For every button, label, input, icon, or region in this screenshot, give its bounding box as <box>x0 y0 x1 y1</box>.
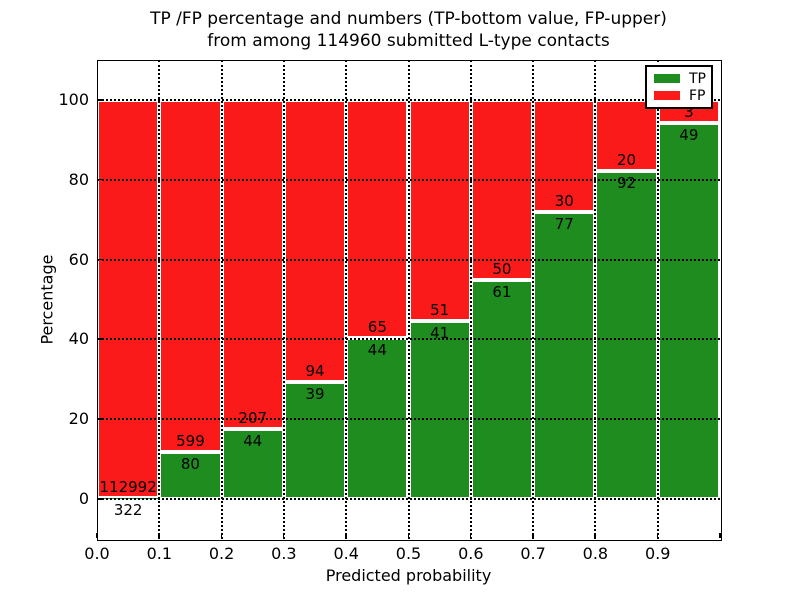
tp-bar-segment-4 <box>346 337 409 500</box>
tp-bar-segment-2 <box>221 429 284 500</box>
x-tick-label-2: 0.2 <box>208 544 235 563</box>
fp-bar-segment-6 <box>470 99 534 280</box>
fp-count-label-1: 599 <box>176 432 205 451</box>
fp-count-label-9: 3 <box>684 102 694 121</box>
tp-bar-segment-1 <box>159 452 222 500</box>
y-axis-label: Percentage <box>37 254 57 345</box>
x-tick-label-6: 0.6 <box>458 544 484 563</box>
tp-count-label-9: 49 <box>679 125 699 144</box>
fp-count-label-2: 207 <box>238 409 268 428</box>
legend-entry-tp: TP <box>654 70 706 87</box>
fp-bar-segment-3 <box>283 99 347 383</box>
fp-count-label-6: 50 <box>492 259 512 278</box>
y-tickmark-80 <box>98 178 103 181</box>
fp-bar-segment-5 <box>408 99 471 322</box>
y-tickmark-60 <box>98 258 103 261</box>
x-tick-label-0: 0.0 <box>84 544 110 563</box>
x-tick-label-5: 0.5 <box>395 544 422 563</box>
tp-count-label-5: 41 <box>430 324 450 343</box>
y-tick-label-100: 100 <box>58 89 89 109</box>
x-tickmark-2 <box>220 533 223 538</box>
chart-title: TP /FP percentage and numbers (TP-bottom… <box>97 8 720 52</box>
x-tickmark-7 <box>532 533 534 538</box>
tp-bar-segment-6 <box>470 279 534 500</box>
tp-count-label-2: 44 <box>243 432 263 451</box>
fp-bar-segment-8 <box>595 99 658 172</box>
chart-title-line1: TP /FP percentage and numbers (TP-bottom… <box>150 9 667 29</box>
x-axis-label: Predicted probability <box>325 566 492 585</box>
x-tickmark-8 <box>594 533 596 538</box>
legend-entry-fp: FP <box>654 87 706 104</box>
legend-label-fp: FP <box>689 87 706 104</box>
y-tickmark-40 <box>98 338 103 340</box>
x-tick-label-4: 0.4 <box>333 544 359 563</box>
x-tickmark-1 <box>158 533 160 538</box>
tp-count-label-0: 322 <box>113 500 143 519</box>
tp-count-label-3: 39 <box>305 385 325 404</box>
x-tick-label-3: 0.3 <box>271 544 297 563</box>
fp-count-label-4: 65 <box>367 317 387 336</box>
y-tick-label-40: 40 <box>68 329 89 349</box>
x-tick-label-1: 0.1 <box>146 544 173 563</box>
y-tick-label-80: 80 <box>68 169 89 189</box>
tp-count-label-8: 92 <box>617 174 637 193</box>
fp-count-label-5: 51 <box>430 301 450 320</box>
y-tick-label-60: 60 <box>68 249 89 269</box>
x-tickmark-5 <box>407 533 410 538</box>
legend-swatch-fp <box>654 91 680 100</box>
x-tick-label-9: 0.9 <box>644 544 671 563</box>
tp-bar-segment-0 <box>97 497 160 500</box>
fp-bar-segment-4 <box>346 99 409 338</box>
y-tickmark-100 <box>98 98 103 101</box>
tp-count-label-1: 80 <box>180 455 200 474</box>
y-tickmark-20 <box>98 418 103 420</box>
fp-count-label-3: 94 <box>305 362 325 381</box>
x-tick-label-8: 0.8 <box>582 544 609 563</box>
fp-count-label-0: 112992 <box>99 477 157 496</box>
y-tick-label-20: 20 <box>68 409 89 429</box>
x-tickmark-4 <box>345 533 347 538</box>
x-tickmark-10 <box>719 533 721 538</box>
tp-count-label-7: 77 <box>554 214 574 233</box>
legend: TP FP <box>645 65 713 109</box>
x-tickmark-9 <box>656 533 659 538</box>
legend-swatch-tp <box>654 74 680 83</box>
tp-bar-segment-8 <box>595 171 658 500</box>
fp-count-label-7: 30 <box>554 191 574 210</box>
x-tickmark-6 <box>469 533 472 538</box>
chart-title-line2: from among 114960 submitted L-type conta… <box>207 31 610 52</box>
tp-count-label-4: 44 <box>367 340 387 359</box>
tp-bar-segment-3 <box>283 382 347 500</box>
legend-label-tp: TP <box>689 70 706 87</box>
fp-bar-segment-0 <box>97 99 160 498</box>
y-tick-label-0: 0 <box>78 489 89 509</box>
x-tickmark-3 <box>282 533 285 538</box>
fp-bar-segment-2 <box>221 99 284 430</box>
tp-bar-segment-7 <box>533 211 596 500</box>
y-tickmark-0 <box>98 498 103 500</box>
tp-bar-segment-9 <box>657 122 720 500</box>
tp-bar-segment-5 <box>408 321 471 500</box>
fp-bar-segment-1 <box>159 99 222 453</box>
x-tickmark-0 <box>96 533 98 538</box>
tp-count-label-6: 61 <box>492 282 512 301</box>
x-tick-label-7: 0.7 <box>520 544 546 563</box>
fp-count-label-8: 20 <box>617 151 637 170</box>
